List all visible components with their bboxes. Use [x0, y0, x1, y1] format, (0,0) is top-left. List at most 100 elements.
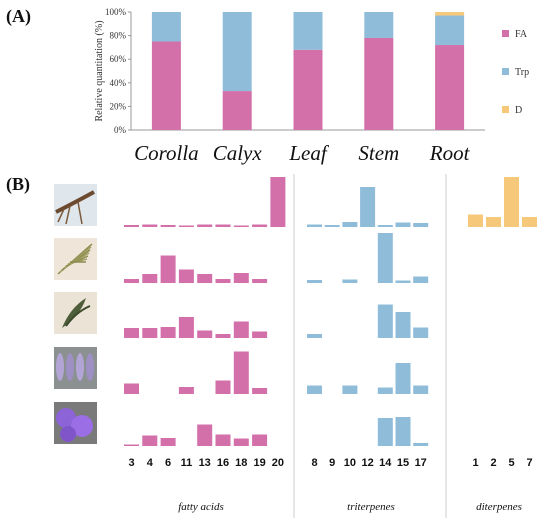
bar-fatty-acids-row1-20: [270, 177, 286, 227]
bar-triterpenes-row3-17: [413, 327, 429, 338]
bar-calyx-trp: [222, 12, 252, 92]
compound-number: 18: [235, 457, 247, 469]
y-axis-label: Relative quantitation (%): [94, 20, 105, 121]
bar-fatty-acids-row2-18: [233, 273, 249, 283]
bar-fatty-acids-row4-19: [252, 388, 268, 394]
bar-fatty-acids-row4-3: [124, 383, 139, 394]
legend-swatch: [502, 30, 509, 37]
y-tick-label: 60%: [110, 54, 127, 64]
bar-triterpenes-row4-8: [307, 385, 322, 394]
compound-number: 3: [128, 457, 134, 469]
bar-fatty-acids-row3-6: [160, 327, 176, 338]
bar-triterpenes-row1-14: [377, 225, 393, 227]
compound-number: 14: [379, 457, 392, 469]
bar-diterpenes-row1-2: [486, 217, 501, 227]
bar-triterpenes-row2-10: [342, 279, 358, 283]
bar-triterpenes-row1-9: [324, 225, 340, 227]
y-tick-label: 20%: [110, 101, 127, 111]
bar-fatty-acids-row3-19: [252, 331, 268, 338]
bar-calyx-fa: [222, 91, 252, 130]
bar-root-d: [435, 12, 465, 16]
compound-number: 15: [397, 457, 409, 469]
bar-triterpenes-row5-15: [395, 417, 411, 446]
bar-fatty-acids-row3-3: [124, 328, 139, 338]
compound-number: 20: [272, 457, 284, 469]
bar-triterpenes-row4-10: [342, 385, 358, 394]
bar-fatty-acids-row1-4: [142, 224, 158, 227]
bar-fatty-acids-row5-18: [233, 438, 249, 446]
bar-triterpenes-row4-17: [413, 385, 429, 394]
y-tick-label: 80%: [110, 31, 127, 41]
bar-triterpenes-row4-15: [395, 363, 411, 394]
bar-fatty-acids-row5-16: [215, 434, 231, 446]
bar-fatty-acids-row1-18: [233, 225, 249, 227]
bar-triterpenes-row1-17: [413, 223, 429, 227]
category-label: Leaf: [288, 141, 330, 165]
group-label: diterpenes: [476, 501, 522, 513]
bar-triterpenes-row2-8: [307, 280, 322, 283]
y-tick-label: 40%: [110, 78, 127, 88]
y-tick-label: 0%: [114, 125, 127, 135]
bar-corolla-fa: [151, 41, 181, 130]
bar-stem-fa: [364, 37, 394, 130]
compound-number: 19: [253, 457, 265, 469]
bar-fatty-acids-row4-11: [178, 387, 194, 394]
bar-fatty-acids-row1-13: [197, 224, 213, 227]
stacked-bar-chart: 0% 20% 40% 60% 80% 100%Relative quantitation …: [94, 7, 529, 165]
bar-triterpenes-row1-12: [360, 187, 376, 227]
compound-number: 1: [472, 457, 478, 469]
compound-number: 12: [361, 457, 373, 469]
bar-fatty-acids-row2-16: [215, 279, 231, 283]
category-label: Root: [429, 141, 471, 165]
bar-diterpenes-row1-5: [504, 177, 519, 227]
bar-triterpenes-row1-8: [307, 224, 322, 227]
legend-label: Trp: [515, 67, 529, 78]
compound-number: 7: [526, 457, 532, 469]
compound-number: 9: [329, 457, 335, 469]
bar-fatty-acids-row2-6: [160, 255, 176, 283]
bar-triterpenes-row4-14: [377, 387, 393, 394]
bar-diterpenes-row1-7: [522, 217, 537, 227]
bar-root-fa: [435, 45, 465, 130]
compound-number: 11: [181, 457, 193, 469]
group-label: triterpenes: [347, 501, 395, 513]
compound-number: 17: [415, 457, 427, 469]
bar-diterpenes-row1-1: [468, 214, 483, 227]
bar-leaf-trp: [293, 12, 323, 50]
legend-swatch: [502, 106, 509, 113]
legend-label: D: [515, 105, 522, 116]
root-photo: [54, 184, 97, 226]
compound-number: 13: [199, 457, 211, 469]
bar-stem-trp: [364, 12, 394, 38]
y-tick-label: 100%: [105, 7, 127, 17]
bar-fatty-acids-row1-19: [252, 224, 268, 227]
bar-fatty-acids-row3-16: [215, 334, 231, 338]
bar-root-trp: [435, 15, 465, 46]
bar-triterpenes-row2-14: [377, 233, 393, 283]
category-label: Stem: [358, 141, 399, 165]
leaf-photo: [54, 292, 97, 334]
legend-swatch: [502, 68, 509, 75]
bar-triterpenes-row2-15: [395, 280, 411, 283]
bar-fatty-acids-row1-11: [178, 225, 194, 227]
bar-fatty-acids-row3-18: [233, 321, 249, 338]
bar-fatty-acids-row1-6: [160, 225, 176, 227]
bar-triterpenes-row2-17: [413, 276, 429, 283]
bar-fatty-acids-row3-4: [142, 328, 158, 338]
bar-fatty-acids-row5-19: [252, 434, 268, 446]
bar-leaf-fa: [293, 49, 323, 131]
panel-label-b: (B): [6, 174, 30, 195]
compound-number: 5: [508, 457, 514, 469]
bar-fatty-acids-row2-11: [178, 269, 194, 283]
bar-triterpenes-row5-17: [413, 443, 429, 446]
bar-triterpenes-row1-15: [395, 222, 411, 227]
panel-label-a: (A): [6, 6, 31, 27]
bar-triterpenes-row3-14: [377, 304, 393, 338]
bar-fatty-acids-row3-13: [197, 330, 213, 338]
bar-fatty-acids-row2-3: [124, 279, 139, 283]
bar-fatty-acids-row4-18: [233, 351, 249, 394]
compound-number: 2: [490, 457, 496, 469]
calyx-photo: [54, 347, 97, 389]
